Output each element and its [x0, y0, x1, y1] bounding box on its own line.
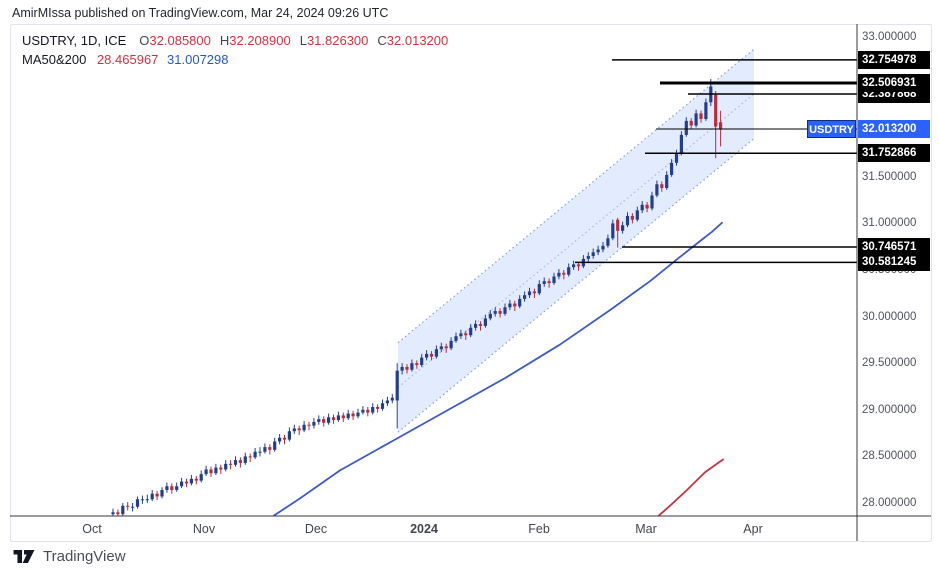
legend-symbol: USDTRY, 1D, ICE — [22, 33, 127, 48]
time-axis-label: Nov — [192, 522, 216, 536]
tradingview-logo-text: TradingView — [43, 548, 126, 565]
legend-close-value: 32.013200 — [386, 33, 449, 48]
level-price-badge: 32.506931 — [858, 73, 930, 92]
price-axis-label: 30.000000 — [862, 310, 917, 323]
symbol-price-flag: USDTRY — [807, 120, 856, 138]
time-axis-label: Oct — [82, 522, 102, 536]
level-price-badge: 30.581245 — [858, 253, 930, 272]
legend-high-key: H — [219, 33, 230, 48]
price-axis-label: 31.500000 — [862, 170, 917, 183]
legend-ma200-value: 31.007298 — [167, 52, 229, 67]
price-axis-label: 29.000000 — [862, 403, 917, 416]
time-axis-label: Apr — [743, 522, 763, 536]
price-axis-label: 28.000000 — [862, 497, 917, 509]
legend-line-ohlc: USDTRY, 1D, ICE O32.085800 H32.208900 L31.8… — [22, 31, 448, 50]
legend-ma50-value: 28.465967 — [96, 52, 159, 67]
time-axis-label: 2024 — [410, 522, 438, 536]
legend-open-key: O — [139, 33, 150, 48]
price-axis-label: 31.000000 — [862, 217, 917, 230]
chart-legend: USDTRY, 1D, ICE O32.085800 H32.208900 L31.8… — [22, 31, 448, 69]
legend-ma-label: MA50&200 — [22, 52, 87, 67]
legend-open-value: 32.085800 — [149, 33, 211, 48]
legend-low-value: 31.826300 — [306, 33, 369, 48]
level-price-badge: 30.746571 — [858, 238, 930, 257]
time-axis-label: Mar — [635, 522, 657, 536]
time-axis-scale[interactable]: Oct Nov Dec 2024 Feb Mar Apr — [10, 517, 931, 541]
price-axis-scale[interactable]: 33.00000031.50000031.00000030.50000030.0… — [857, 24, 931, 541]
current-price-badge: 32.013200 — [858, 119, 930, 138]
price-axis-label: 33.000000 — [862, 31, 917, 43]
time-axis-label: Dec — [304, 522, 328, 536]
tradingview-logo[interactable]: TradingView — [12, 548, 126, 565]
tradingview-logo-icon — [13, 549, 35, 564]
attribution-text: AmirMIssa published on TradingView.com, … — [12, 6, 389, 20]
level-price-badge: 31.752866 — [858, 144, 930, 163]
legend-high-value: 32.208900 — [229, 33, 291, 48]
legend-close-key: C — [377, 33, 387, 48]
price-axis-label: 29.500000 — [862, 357, 917, 370]
price-axis-label: 28.500000 — [862, 450, 917, 463]
chart-widget — [10, 24, 932, 542]
time-axis-label: Feb — [528, 522, 550, 536]
legend-line-ma: MA50&200 28.465967 31.007298 — [22, 50, 448, 69]
level-price-badge: 32.754978 — [858, 50, 930, 69]
legend-low-key: L — [299, 33, 307, 48]
